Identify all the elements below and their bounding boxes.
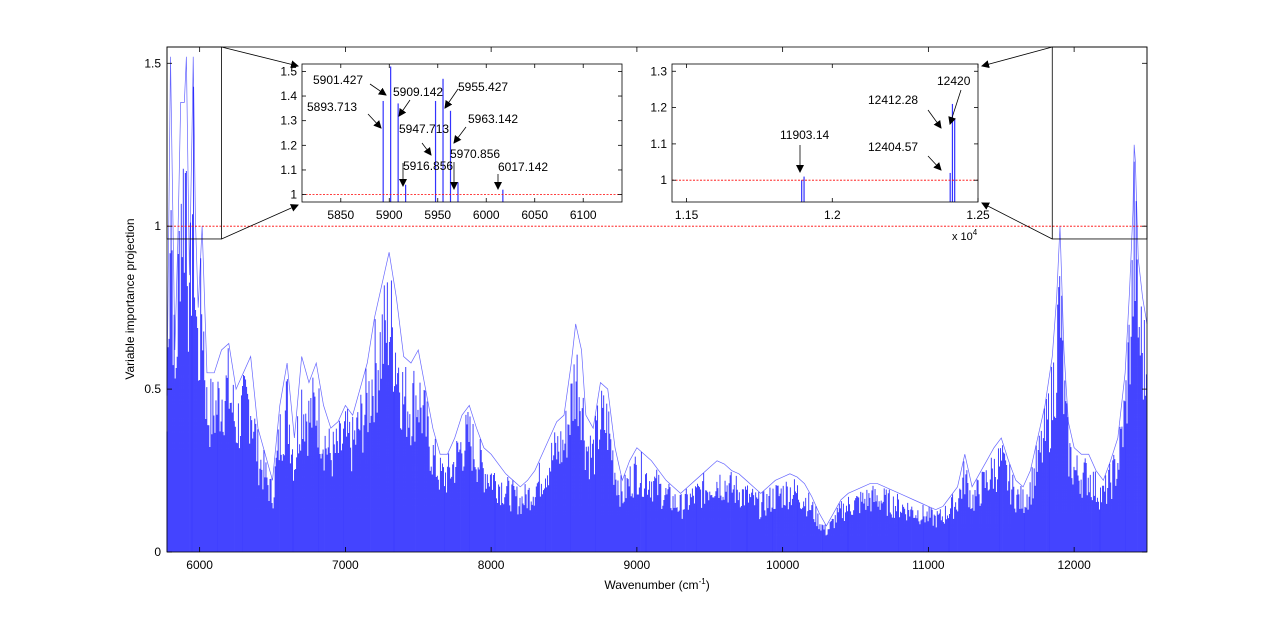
inset1-y-tick-label: 1.3 <box>280 114 297 128</box>
inset-right-frame <box>671 63 979 203</box>
inset1-y-tick-label: 1.5 <box>280 64 297 78</box>
main-spectrum-envelope <box>166 56 1148 527</box>
main-plot: 6000 7000 8000 9000 10000 11000 12000 0 0.5 1 1.5… <box>123 46 1148 592</box>
inset1-y-tick-label: 1 <box>290 188 297 202</box>
inset2-annotation-arrow <box>927 155 942 171</box>
inset2-annotation-arrow <box>948 89 962 125</box>
inset1-annotation-label: 5909.142 <box>393 85 443 99</box>
inset1-annotation-arrow <box>398 99 411 117</box>
main-y-tick-label: 0 <box>154 545 161 559</box>
inset2-annotation-label: 12412.28 <box>868 93 918 107</box>
inset2-y-tick-label: 1.2 <box>650 101 667 115</box>
main-spectrum-series <box>166 56 1148 552</box>
zoom-arrow-left-top <box>221 46 299 69</box>
main-axes-frame <box>166 46 1148 553</box>
inset-right-x-multiplier: x 104 <box>952 228 978 243</box>
main-x-tick-label: 12000 <box>1057 558 1091 572</box>
main-x-tick-label: 10000 <box>766 558 800 572</box>
inset1-x-tick-label: 5900 <box>376 208 403 222</box>
inset2-x-tick-label: 1.25 <box>966 208 990 222</box>
inset1-x-tick-label: 6000 <box>473 208 500 222</box>
inset1-annotation-arrow <box>421 142 432 156</box>
main-y-tick-label: 0.5 <box>144 382 161 396</box>
inset2-x-tick-label: 1.15 <box>675 208 699 222</box>
inset-right-x-ticks: 1.15 1.2 1.25 <box>675 64 990 222</box>
zoom-arrow-right-top <box>981 46 1053 69</box>
inset1-annotation-label: 5955.427 <box>458 80 508 94</box>
inset-left-y-ticks: 1 1.1 1.2 1.3 1.4 1.5 <box>280 64 622 202</box>
inset-left-x-ticks: 5850 5900 5950 6000 6050 6100 <box>327 64 597 222</box>
inset1-annotation-label: 6017.142 <box>498 160 548 174</box>
inset1-x-tick-label: 5950 <box>424 208 451 222</box>
main-x-tick-label: 11000 <box>912 558 945 572</box>
inset1-annotation-arrow <box>367 113 382 129</box>
main-x-tick-label: 7000 <box>332 558 359 572</box>
main-x-ticks: 6000 7000 8000 9000 10000 11000 12000 <box>186 47 1091 572</box>
inset1-annotation-label: 5916.856 <box>403 159 453 173</box>
inset1-annotation-arrow <box>453 126 467 144</box>
main-y-tick-label: 1.5 <box>144 56 161 70</box>
inset-left-annotations: 5901.427 5909.142 5955.427 5893.713 5947.713… <box>307 73 548 190</box>
inset1-y-tick-label: 1.1 <box>280 163 297 177</box>
inset1-x-tick-label: 5850 <box>327 208 354 222</box>
inset-right-background <box>672 64 978 202</box>
inset-right: 1.15 1.2 1.25 11.11.21.3 11903.1412412.281… <box>650 63 990 243</box>
inset2-y-tick-label: 1.3 <box>650 64 667 78</box>
inset-left: 5850 5900 5950 6000 6050 6100 1 1.1 1.2 1.3 1.4 1.… <box>280 63 623 222</box>
inset-right-y-ticks: 1 1.1 1.2 1.3 <box>650 64 978 187</box>
inset-left-frame <box>301 63 623 203</box>
inset1-annotation-arrow <box>444 88 459 109</box>
inset2-annotation-arrow <box>927 109 942 129</box>
inset2-x-tick-label: 1.2 <box>824 208 841 222</box>
zoom-arrow-right-bottom <box>981 202 1053 240</box>
inset1-annotation-label: 5893.713 <box>307 100 357 114</box>
inset1-annotation-label: 5947.713 <box>399 122 449 136</box>
inset2-y-tick-label: 1.1 <box>650 137 667 151</box>
inset1-x-tick-label: 6050 <box>521 208 548 222</box>
inset1-y-tick-label: 1.4 <box>280 89 297 103</box>
main-x-tick-label: 6000 <box>186 558 213 572</box>
main-x-tick-label: 9000 <box>624 558 651 572</box>
inset1-annotation-arrow <box>369 83 387 96</box>
x-axis-label: Wavenumber (cm-1) <box>604 577 709 592</box>
inset1-annotation-label: 5963.142 <box>468 112 518 126</box>
zoom-arrow-left-bottom <box>221 204 299 240</box>
main-x-tick-label: 8000 <box>478 558 505 572</box>
inset2-annotation-label: 12404.57 <box>868 140 918 154</box>
inset-right-annotations: 11903.14 12412.28 12420 12404.57 <box>780 74 971 173</box>
inset1-y-tick-label: 1.2 <box>280 138 297 152</box>
inset1-annotation-label: 5970.856 <box>450 147 500 161</box>
inset1-x-tick-label: 6100 <box>570 208 597 222</box>
main-y-tick-label: 1 <box>154 219 161 233</box>
inset2-annotation-label: 12420 <box>937 74 971 88</box>
inset2-annotation-label: 11903.14 <box>780 128 829 142</box>
inset1-annotation-label: 5901.427 <box>313 73 363 87</box>
y-axis-label: Variable importance projection <box>123 218 137 379</box>
main-y-ticks: 0 0.5 1 1.5 <box>144 56 1147 559</box>
inset2-y-tick-label: 1 <box>660 173 667 187</box>
